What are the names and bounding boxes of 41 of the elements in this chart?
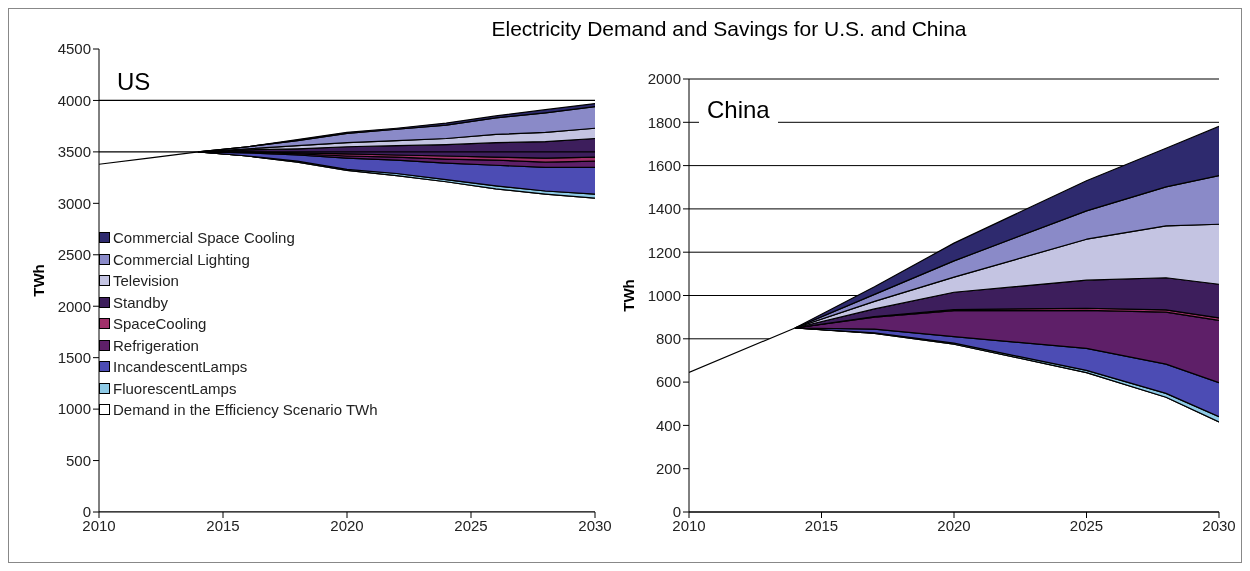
legend-label: IncandescentLamps xyxy=(113,357,248,377)
y-axis-title: TWh xyxy=(620,279,638,312)
y-tick-label: 1600 xyxy=(647,156,681,174)
x-tick-label: 2020 xyxy=(937,516,971,534)
y-tick-label: 4500 xyxy=(57,40,91,58)
legend-label: Television xyxy=(113,271,179,291)
y-tick-label: 1200 xyxy=(647,243,681,261)
y-tick-label: 1000 xyxy=(647,286,681,304)
x-tick-label: 2015 xyxy=(804,516,839,534)
y-tick-label: 1800 xyxy=(647,113,681,131)
x-tick-label: 2025 xyxy=(454,516,488,534)
y-tick-label: 500 xyxy=(65,451,91,469)
y-tick-label: 600 xyxy=(655,373,681,391)
y-tick-label: 3500 xyxy=(57,143,91,161)
y-tick-label: 1500 xyxy=(57,348,91,366)
text: US xyxy=(109,67,159,96)
legend-label: Demand in the Efficiency Scenario TWh xyxy=(113,400,378,420)
text: Electricity Demand and Savings for U.S. and China xyxy=(490,17,968,41)
x-tick-label: 2030 xyxy=(578,516,612,534)
legend-label: FluorescentLamps xyxy=(113,378,237,399)
legend-label: Standby xyxy=(113,292,169,313)
y-tick-label: 200 xyxy=(655,460,681,478)
legend-label: Refrigeration xyxy=(113,335,199,356)
y-tick-label: 1400 xyxy=(647,200,681,218)
x-tick-label: 2025 xyxy=(1069,516,1104,534)
legend-label: SpaceCooling xyxy=(113,314,207,334)
y-tick-label: 400 xyxy=(655,416,681,434)
y-tick-label: 4000 xyxy=(57,91,91,109)
legend-label: Commercial Space Cooling xyxy=(113,228,295,248)
y-tick-label: 800 xyxy=(655,330,681,348)
y-tick-label: 3000 xyxy=(57,194,91,212)
y-tick-label: 1000 xyxy=(57,400,91,418)
y-axis-title: TWh xyxy=(30,264,48,297)
x-tick-label: 2030 xyxy=(1202,516,1236,534)
legend-label: Commercial Lighting xyxy=(113,249,250,270)
y-tick-label: 2000 xyxy=(57,297,91,315)
x-tick-label: 2015 xyxy=(206,516,240,534)
y-tick-label: 2000 xyxy=(647,70,681,88)
text: China xyxy=(699,96,778,125)
x-tick-label: 2020 xyxy=(330,516,364,534)
y-tick-label: 2500 xyxy=(57,246,91,264)
